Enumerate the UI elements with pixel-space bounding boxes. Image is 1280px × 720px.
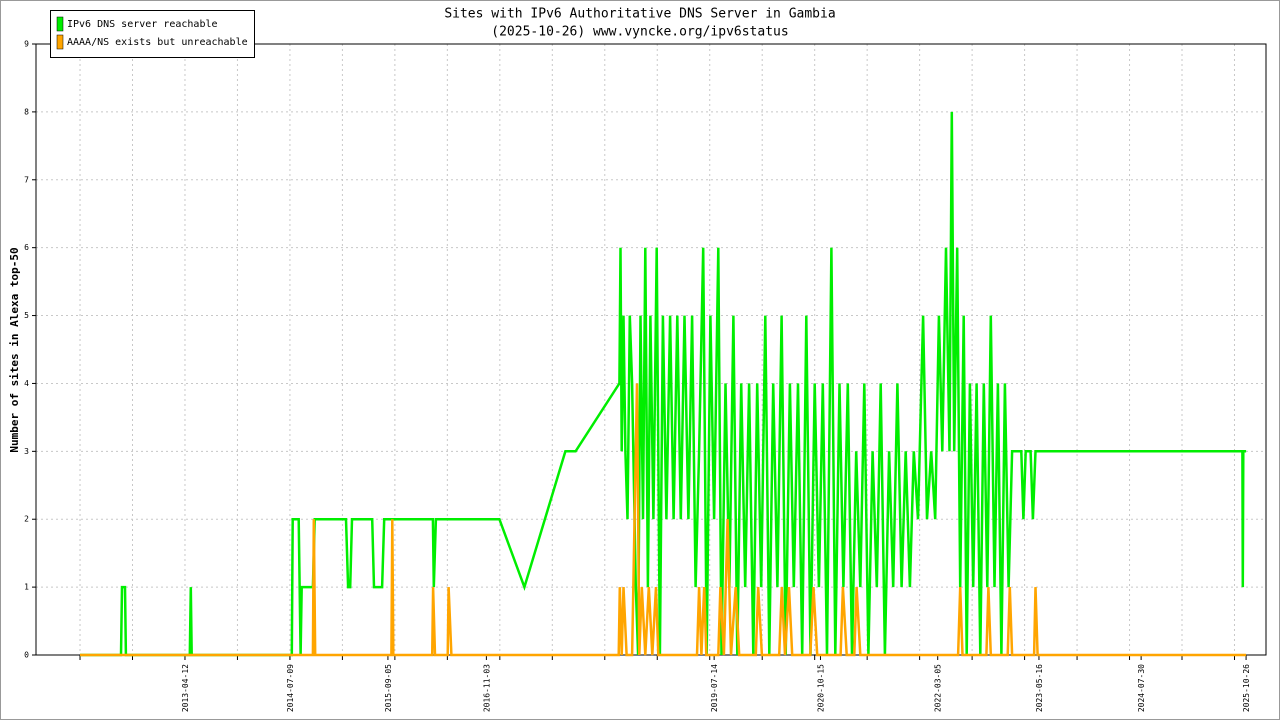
y-tick-label: 7 xyxy=(24,175,29,184)
legend-swatch xyxy=(56,34,64,50)
chart-title: Sites with IPv6 Authoritative DNS Server… xyxy=(444,7,835,22)
chart-subtitle: (2025-10-26) www.vyncke.org/ipv6status xyxy=(491,25,788,40)
y-tick-label: 2 xyxy=(24,515,29,524)
y-tick-label: 9 xyxy=(24,40,29,49)
x-tick-label: 2025-10-26 xyxy=(1242,664,1251,712)
x-tick-label: 2016-11-03 xyxy=(482,664,491,712)
y-tick-label: 6 xyxy=(24,243,29,252)
x-tick-label: 2023-05-16 xyxy=(1035,664,1044,712)
y-tick-label: 8 xyxy=(24,107,29,116)
x-tick-label: 2024-07-30 xyxy=(1137,664,1146,712)
y-axis-label: Number of sites in Alexa top-50 xyxy=(8,247,21,452)
legend-box xyxy=(50,10,255,58)
x-tick-label: 2020-10-15 xyxy=(816,664,825,712)
series-line xyxy=(80,383,1247,657)
series-line xyxy=(80,111,1247,657)
y-tick-label: 4 xyxy=(24,379,29,388)
y-tick-label: 1 xyxy=(24,583,29,592)
x-tick-label: 2019-07-14 xyxy=(710,664,719,712)
plot-border xyxy=(35,43,1267,656)
x-tick-label: 2015-09-05 xyxy=(384,664,393,712)
x-tick-label: 2013-04-12 xyxy=(181,664,190,712)
legend-swatch xyxy=(56,16,64,32)
y-tick-label: 3 xyxy=(24,447,29,456)
x-tick-label: 2022-03-05 xyxy=(934,664,943,712)
y-tick-label: 5 xyxy=(24,311,29,320)
legend-label: IPv6 DNS server reachable xyxy=(67,19,218,30)
x-tick-label: 2014-07-09 xyxy=(286,664,295,712)
y-tick-label: 0 xyxy=(24,651,29,660)
legend-label: AAAA/NS exists but unreachable xyxy=(67,37,248,48)
